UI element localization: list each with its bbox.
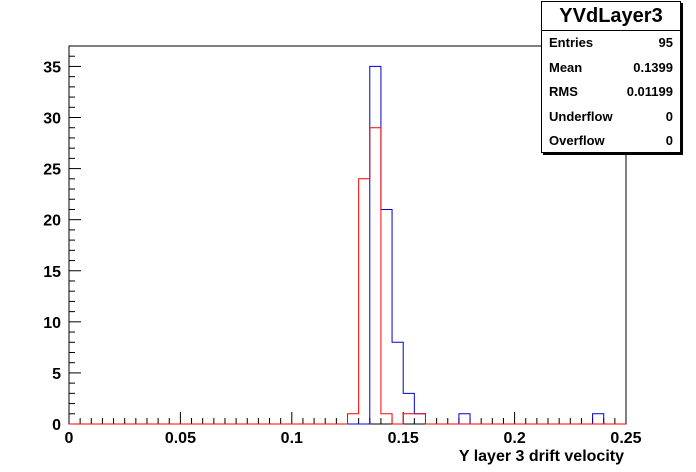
histogram-bin (392, 342, 403, 424)
stats-box: YVdLayer3 Entries 95 Mean 0.1399 RMS 0.0… (541, 1, 681, 153)
y-tick-label: 30 (43, 111, 61, 128)
histogram-bin (348, 414, 359, 424)
histogram-bin (381, 414, 392, 424)
stats-value: 0.1399 (633, 59, 673, 75)
stats-title: YVdLayer3 (542, 2, 680, 31)
y-tick-label: 20 (43, 213, 61, 230)
x-axis-label: Y layer 3 drift velocity (459, 448, 624, 465)
stats-row-rms: RMS 0.01199 (542, 80, 680, 105)
stats-label: RMS (549, 84, 578, 100)
stats-label: Underflow (549, 108, 613, 124)
x-axis: 0 0.05 0.1 0.15 0.2 0.25 (65, 412, 642, 447)
y-tick-label: 5 (52, 366, 61, 383)
histogram-bin (459, 414, 470, 424)
histogram-series (69, 65, 626, 425)
histogram-bin (403, 393, 414, 424)
histogram-bin (370, 66, 381, 424)
stats-row-overflow: Overflow 0 (542, 129, 680, 154)
stats-row-entries: Entries 95 (542, 31, 680, 56)
histogram-bin (414, 414, 425, 424)
x-tick-label: 0.25 (610, 430, 641, 447)
stats-value: 95 (658, 35, 673, 50)
x-tick-label: 0.2 (503, 430, 525, 447)
x-tick-label: 0 (65, 430, 74, 447)
stats-label: Entries (549, 35, 594, 50)
y-tick-label: 15 (43, 264, 61, 281)
y-tick-label: 10 (43, 315, 61, 332)
stats-row-mean: Mean 0.1399 (542, 56, 680, 81)
x-tick-label: 0.15 (388, 430, 419, 447)
histogram-bin (414, 414, 425, 424)
stats-label: Mean (549, 59, 583, 75)
y-tick-label: 35 (43, 59, 61, 76)
stats-value: 0 (665, 133, 673, 149)
y-tick-label: 0 (52, 417, 61, 434)
histogram-series-line (69, 127, 626, 425)
stats-value: 0 (665, 108, 673, 124)
y-tick-label: 25 (43, 162, 61, 179)
x-tick-label: 0.05 (165, 430, 196, 447)
histogram-bin (359, 179, 370, 424)
stats-value: 0.01199 (626, 84, 673, 100)
histogram-bin (381, 209, 392, 424)
y-axis: 0 5 10 15 20 25 30 35 (43, 45, 81, 434)
histogram-bin (403, 414, 414, 424)
stats-row-underflow: Underflow 0 (542, 105, 680, 130)
stats-label: Overflow (549, 133, 605, 149)
x-tick-label: 0.1 (281, 430, 303, 447)
histogram-bin (593, 414, 604, 424)
histogram-bin (370, 128, 381, 424)
